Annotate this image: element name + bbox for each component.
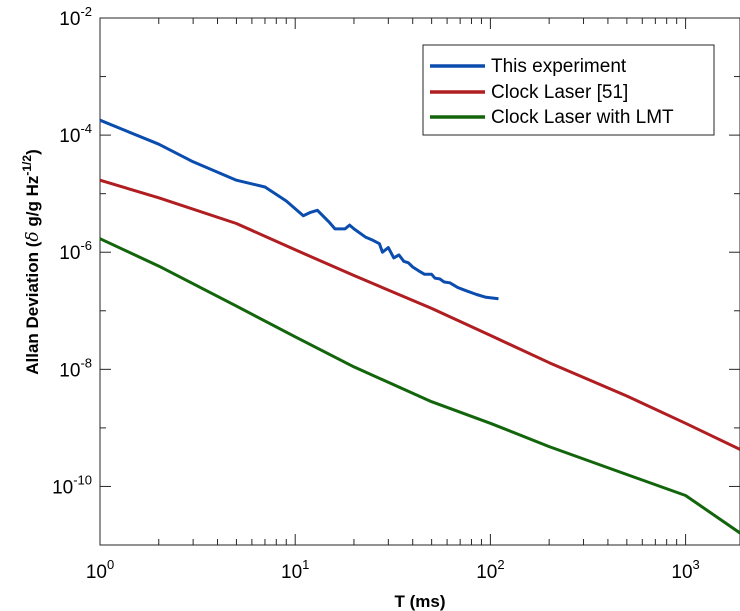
x-axis-title: T (ms) <box>395 592 446 611</box>
y-tick-label: 10-2 <box>59 4 92 30</box>
y-tick-label: 10-6 <box>59 238 92 264</box>
minor-ticks <box>100 18 740 546</box>
series-line-this-experiment <box>99 118 499 301</box>
x-tick-label: 102 <box>476 557 504 583</box>
series-layer <box>99 118 740 535</box>
y-axis-title-delta: δ <box>23 231 43 241</box>
legend-label-this-experiment: This experiment <box>491 56 627 77</box>
legend: This experiment Clock Laser [51] Clock L… <box>422 44 715 136</box>
legend-box <box>422 44 715 136</box>
x-tick-label: 100 <box>86 557 114 583</box>
x-tick-label: 101 <box>281 557 309 583</box>
y-axis-title-unit: g/g Hz <box>23 176 42 232</box>
legend-label-clock-laser: Clock Laser [51] <box>491 82 628 103</box>
y-tick-label: 10-8 <box>59 355 92 381</box>
tick-labels: 100 101 102 103 10-2 10-4 10-6 10-8 10-10 <box>52 4 700 583</box>
y-axis-title-close: ) <box>23 149 42 155</box>
y-tick-label: 10-4 <box>59 121 92 147</box>
y-tick-label: 10-10 <box>52 472 92 498</box>
y-axis-title-main: Allan Deviation ( <box>23 241 42 375</box>
y-axis-title-exp: -1/2 <box>20 155 34 176</box>
x-tick-label: 103 <box>671 557 699 583</box>
legend-label-clock-laser-lmt: Clock Laser with LMT <box>491 107 674 128</box>
y-axis-title: Allan Deviation (δ g/g Hz-1/2) <box>20 149 43 375</box>
series-line-clock-laser-lmt <box>99 237 740 535</box>
major-ticks <box>99 17 740 545</box>
series-line-clock-laser <box>99 178 740 451</box>
